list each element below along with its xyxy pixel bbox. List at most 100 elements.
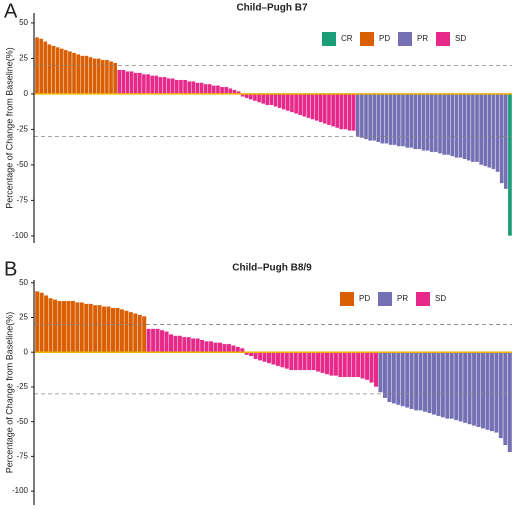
panel-label: A	[4, 0, 18, 22]
bar	[320, 352, 325, 374]
bar	[88, 56, 93, 95]
bar	[269, 93, 274, 106]
bar	[409, 352, 415, 410]
bar	[235, 346, 241, 353]
bar	[172, 335, 178, 353]
bar	[125, 71, 130, 95]
bar	[132, 313, 138, 353]
bar	[133, 72, 139, 95]
bar	[226, 343, 232, 353]
y-tick-label: 0	[24, 347, 29, 356]
bar	[346, 352, 352, 378]
bar	[507, 93, 512, 237]
bar	[265, 93, 270, 106]
bar	[110, 307, 116, 353]
bar	[302, 352, 308, 371]
bar	[441, 93, 447, 156]
bar	[433, 93, 439, 153]
bar	[101, 306, 107, 353]
bar	[324, 352, 330, 375]
bar	[215, 85, 221, 95]
bar	[191, 80, 196, 95]
bar	[204, 340, 210, 353]
y-tick-label: -100	[12, 231, 29, 240]
bar	[43, 41, 48, 95]
bar	[334, 93, 340, 129]
bar	[166, 78, 171, 95]
bar	[306, 352, 312, 371]
bar	[310, 93, 315, 120]
bar	[478, 93, 484, 166]
bar	[404, 352, 410, 408]
bar	[217, 342, 223, 353]
bar	[453, 352, 459, 421]
bar	[115, 307, 120, 353]
y-tick-label: -25	[16, 125, 28, 134]
bar	[83, 303, 89, 353]
bar	[322, 93, 328, 124]
bar	[47, 44, 52, 95]
bar	[493, 352, 499, 433]
legend-label: PD	[379, 34, 390, 43]
bar	[314, 93, 319, 122]
y-tick-label: 50	[19, 278, 28, 287]
bar	[137, 314, 143, 353]
bar	[311, 352, 317, 371]
bar	[342, 352, 348, 378]
bar	[483, 93, 488, 167]
bar	[343, 93, 348, 130]
bar	[253, 352, 259, 360]
bar	[293, 93, 299, 115]
bar	[360, 352, 366, 379]
bar	[474, 93, 480, 163]
bar	[458, 352, 464, 422]
bar	[119, 308, 125, 353]
bar	[159, 329, 165, 353]
bar	[306, 93, 311, 119]
bar	[208, 340, 214, 353]
bar	[380, 93, 385, 144]
bar	[369, 352, 375, 383]
bar	[123, 310, 129, 353]
bar	[498, 352, 504, 439]
bar	[458, 93, 463, 159]
bar	[79, 302, 85, 353]
y-tick-label: -100	[12, 486, 29, 495]
bar	[38, 38, 44, 95]
bar	[174, 79, 180, 95]
bar	[108, 61, 114, 95]
bar	[297, 93, 303, 116]
bar	[351, 352, 357, 378]
bar	[223, 86, 229, 95]
bar	[396, 93, 402, 147]
bar	[74, 302, 80, 353]
bar	[333, 352, 339, 377]
bar	[450, 93, 455, 157]
bar	[462, 352, 468, 424]
bar	[467, 352, 473, 425]
bar	[281, 93, 287, 110]
bar	[502, 352, 508, 446]
bar	[164, 331, 169, 353]
bar	[149, 75, 155, 95]
bar	[386, 352, 392, 403]
y-axis-label: Percentage of Change from Baseline(%)	[4, 47, 14, 209]
y-tick-label: -50	[16, 417, 28, 426]
bar	[266, 352, 272, 364]
bar	[466, 93, 472, 161]
bar	[66, 300, 71, 353]
y-tick-label: -75	[16, 451, 28, 460]
bar	[59, 48, 64, 95]
bar	[100, 59, 106, 95]
bar	[495, 93, 500, 173]
bar	[75, 53, 81, 95]
bar	[92, 58, 97, 95]
bar	[228, 88, 233, 95]
legend-swatch	[416, 292, 430, 306]
bar	[400, 352, 406, 407]
bar	[84, 55, 89, 95]
legend-swatch	[322, 32, 336, 46]
bar	[395, 352, 401, 406]
bar	[146, 328, 152, 353]
